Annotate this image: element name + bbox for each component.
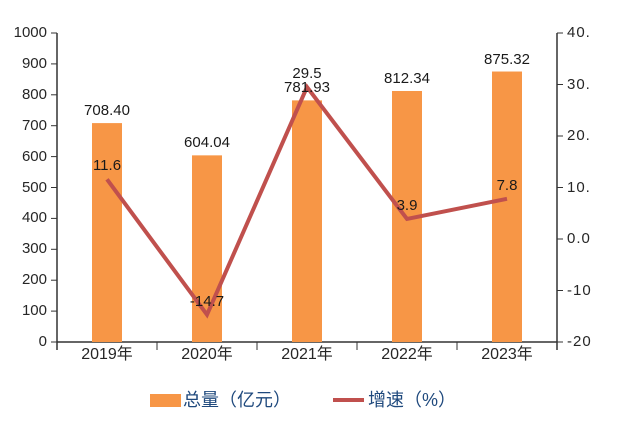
legend-line-swatch-icon bbox=[332, 398, 364, 402]
right-axis-tick-label: 20. bbox=[567, 127, 591, 144]
right-axis-tick-label: 0.0 bbox=[567, 230, 591, 247]
legend: 总量（亿元） 增速（%） bbox=[0, 389, 624, 411]
left-axis-tick-label: 200 bbox=[21, 271, 47, 289]
right-axis-tick-label: 10. bbox=[567, 178, 591, 196]
left-axis-tick-label: 300 bbox=[21, 240, 47, 258]
bar-value-label: 812.34 bbox=[384, 69, 430, 87]
line-value-label: 11.6 bbox=[92, 157, 122, 175]
legend-bar-swatch-icon bbox=[149, 393, 181, 407]
bar-value-label: 604.04 bbox=[184, 134, 230, 152]
x-axis-label: 2022年 bbox=[381, 346, 433, 363]
bar-2019年 bbox=[92, 123, 122, 342]
line-value-label: -14.7 bbox=[189, 292, 225, 310]
bar-2023年 bbox=[492, 71, 522, 342]
x-axis-label: 2021年 bbox=[281, 346, 333, 363]
line-value-label: 3.9 bbox=[396, 196, 418, 214]
left-axis-tick-label: 700 bbox=[21, 116, 47, 134]
right-axis-tick-label: -20 bbox=[567, 333, 592, 350]
legend-label-growth: 增速（%） bbox=[367, 390, 456, 410]
right-axis-tick-label: -10 bbox=[567, 281, 592, 299]
left-axis-tick-label: 100 bbox=[21, 302, 47, 320]
x-axis-label: 2023年 bbox=[481, 346, 533, 363]
left-axis-tick-label: 0 bbox=[38, 333, 47, 350]
legend-item-total: 总量（亿元） bbox=[149, 390, 291, 410]
line-value-label: 7.8 bbox=[496, 176, 518, 194]
legend-label-total: 总量（亿元） bbox=[182, 390, 291, 410]
left-axis-tick-label: 800 bbox=[21, 85, 47, 103]
right-axis-tick-label: 30. bbox=[567, 75, 591, 93]
left-axis-tick-label: 900 bbox=[21, 54, 47, 72]
bar-2021年 bbox=[292, 100, 322, 342]
legend-item-growth: 增速（%） bbox=[332, 390, 456, 410]
x-axis-label: 2019年 bbox=[81, 346, 133, 363]
left-axis-tick-label: 600 bbox=[21, 147, 47, 165]
bar-value-label: 781.93 bbox=[284, 79, 330, 97]
line-value-label: 29.5 bbox=[292, 65, 322, 83]
bar-value-label: 875.32 bbox=[484, 50, 530, 68]
left-axis-tick-label: 400 bbox=[21, 209, 47, 227]
right-axis-tick-label: 40. bbox=[567, 24, 591, 41]
growth-line bbox=[105, 83, 508, 319]
left-axis-tick-label: 1000 bbox=[13, 24, 47, 41]
bar-value-label: 708.40 bbox=[84, 102, 130, 120]
left-axis-tick-label: 500 bbox=[21, 178, 47, 196]
x-axis-label: 2020年 bbox=[181, 346, 233, 363]
